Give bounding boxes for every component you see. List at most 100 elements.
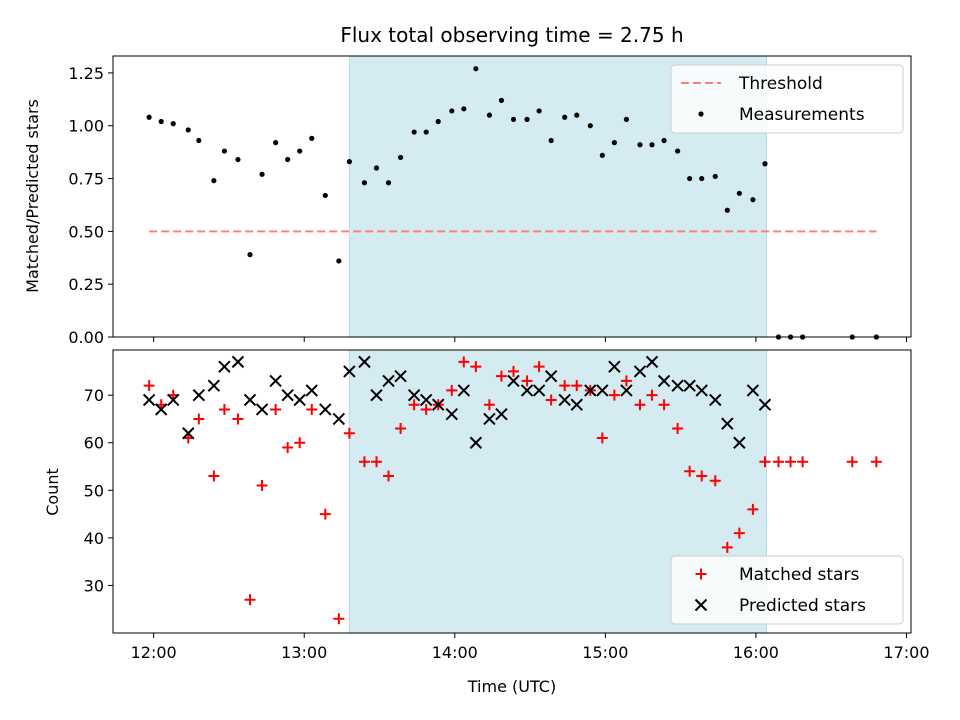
measurements-point: [185, 127, 191, 133]
measurements-point: [611, 140, 617, 146]
x-tick-label: 13:00: [281, 643, 327, 662]
x-tick-label: 14:00: [432, 643, 478, 662]
measurements-point: [146, 114, 152, 120]
top-panel: 0.00 0.25 0.50 0.75 1.00 1.25 Threshold Measure…: [68, 55, 912, 347]
predicted-stars-point: [332, 412, 346, 426]
predicted-stars-point: [709, 393, 722, 407]
measurements-point: [158, 118, 164, 125]
measurements-point: [285, 156, 291, 163]
predicted-stars-point: [407, 388, 421, 402]
matched-stars-point: [773, 456, 785, 468]
predicted-stars-point: [243, 393, 257, 407]
matched-stars-point: [785, 456, 797, 468]
legend: Matched stars Predicted stars: [670, 555, 904, 625]
matched-stars-point: [759, 456, 771, 468]
matched-stars-point: [470, 361, 482, 373]
measurements-point: [361, 180, 368, 186]
predicted-stars-point: [319, 403, 332, 416]
predicted-stars-point: [746, 384, 760, 397]
predicted-stars-point: [231, 355, 245, 369]
matched-stars-point: [294, 437, 306, 449]
predicted-stars-point: [645, 355, 659, 369]
matched-stars-point: [733, 527, 745, 539]
y-tick-label: 40: [84, 529, 104, 548]
predicted-stars-point: [281, 388, 294, 402]
matched-stars-point: [232, 413, 244, 425]
legend-predicted-stars-swatch: [694, 598, 708, 612]
measurements-point: [221, 148, 228, 154]
predicted-stars-point: [207, 379, 221, 392]
predicted-stars-point: [343, 365, 356, 378]
matched-stars-point: [370, 456, 382, 468]
measurements-point: [196, 137, 202, 144]
predicted-stars-point: [182, 427, 195, 440]
legend-box: [670, 64, 904, 134]
predicted-stars-point: [721, 417, 734, 430]
matched-stars-point: [244, 594, 256, 606]
measurements-point: [724, 207, 730, 213]
matched-stars-point: [672, 422, 684, 434]
predicted-stars-point: [596, 384, 609, 397]
matched-stars-point: [193, 413, 205, 425]
predicted-stars-point: [358, 355, 371, 369]
measurements-point: [336, 258, 342, 264]
matched-stars-point: [343, 427, 355, 439]
matched-stars-point: [559, 380, 571, 392]
measurements-point: [259, 171, 265, 177]
predicted-stars-point: [382, 374, 395, 388]
matched-stars-point: [870, 456, 882, 468]
measurements-point: [574, 112, 580, 118]
predicted-stars-point: [520, 384, 534, 397]
matched-stars-point: [571, 380, 583, 392]
measurements-point: [599, 152, 605, 158]
measurements-point: [675, 148, 681, 154]
predicted-stars-point: [620, 384, 633, 397]
legend-label: Threshold: [738, 74, 823, 94]
matched-stars-point: [208, 470, 220, 482]
measurements-point: [699, 175, 705, 182]
predicted-stars-point: [142, 393, 156, 407]
predicted-stars-point: [544, 369, 558, 383]
predicted-stars-point: [469, 436, 483, 449]
measurements-point: [423, 129, 429, 135]
legend-matched-stars-swatch: [695, 568, 707, 580]
matched-stars-point: [358, 456, 370, 468]
matched-stars-point: [483, 399, 495, 411]
measurements-point: [649, 142, 655, 148]
x-tick-label: 15:00: [582, 643, 628, 662]
predicted-stars-point: [558, 393, 571, 407]
predicted-stars-point: [532, 384, 546, 397]
predicted-stars-point: [633, 365, 647, 378]
x-tick-label: 16:00: [733, 643, 779, 662]
matched-stars-point: [270, 403, 282, 415]
matched-stars-point: [420, 403, 432, 415]
matched-stars-point: [533, 361, 545, 373]
matched-stars-point: [684, 465, 696, 477]
top-y-axis-label: Matched/Predicted stars: [23, 99, 42, 293]
matched-stars-point: [521, 375, 533, 387]
measurements-point: [750, 197, 756, 203]
measurements-point: [385, 180, 392, 186]
matched-stars-point: [709, 475, 721, 487]
matched-stars-point: [319, 508, 331, 520]
matched-stars-point: [696, 470, 708, 482]
predicted-stars-point: [495, 408, 508, 421]
measurements-point: [435, 118, 441, 125]
measurements-point: [297, 148, 303, 154]
measurements-point: [170, 121, 176, 127]
legend-label: Predicted stars: [739, 596, 866, 616]
measurements-point: [637, 142, 643, 148]
measurements-point: [211, 178, 217, 184]
y-tick-label: 30: [84, 576, 104, 595]
y-tick-label: 0.00: [68, 328, 104, 347]
matched-stars-point: [797, 456, 809, 468]
predicted-stars-point: [733, 436, 746, 449]
matched-stars-point: [620, 375, 632, 387]
matched-stars-point: [256, 480, 268, 492]
x-axis-label: Time (UTC): [467, 677, 556, 696]
predicted-stars-point: [432, 398, 445, 411]
measurements-point: [322, 192, 328, 199]
y-tick-label: 1.00: [68, 117, 104, 136]
measurements-point: [397, 154, 404, 161]
plot-area: [146, 66, 879, 340]
